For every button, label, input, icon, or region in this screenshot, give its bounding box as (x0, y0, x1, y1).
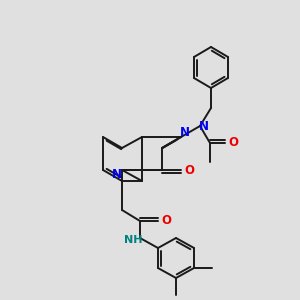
Text: N: N (112, 167, 122, 181)
Text: NH: NH (124, 235, 142, 245)
Text: N: N (199, 119, 209, 133)
Text: O: O (184, 164, 194, 176)
Text: N: N (180, 127, 190, 140)
Text: O: O (228, 136, 238, 149)
Text: O: O (161, 214, 171, 227)
